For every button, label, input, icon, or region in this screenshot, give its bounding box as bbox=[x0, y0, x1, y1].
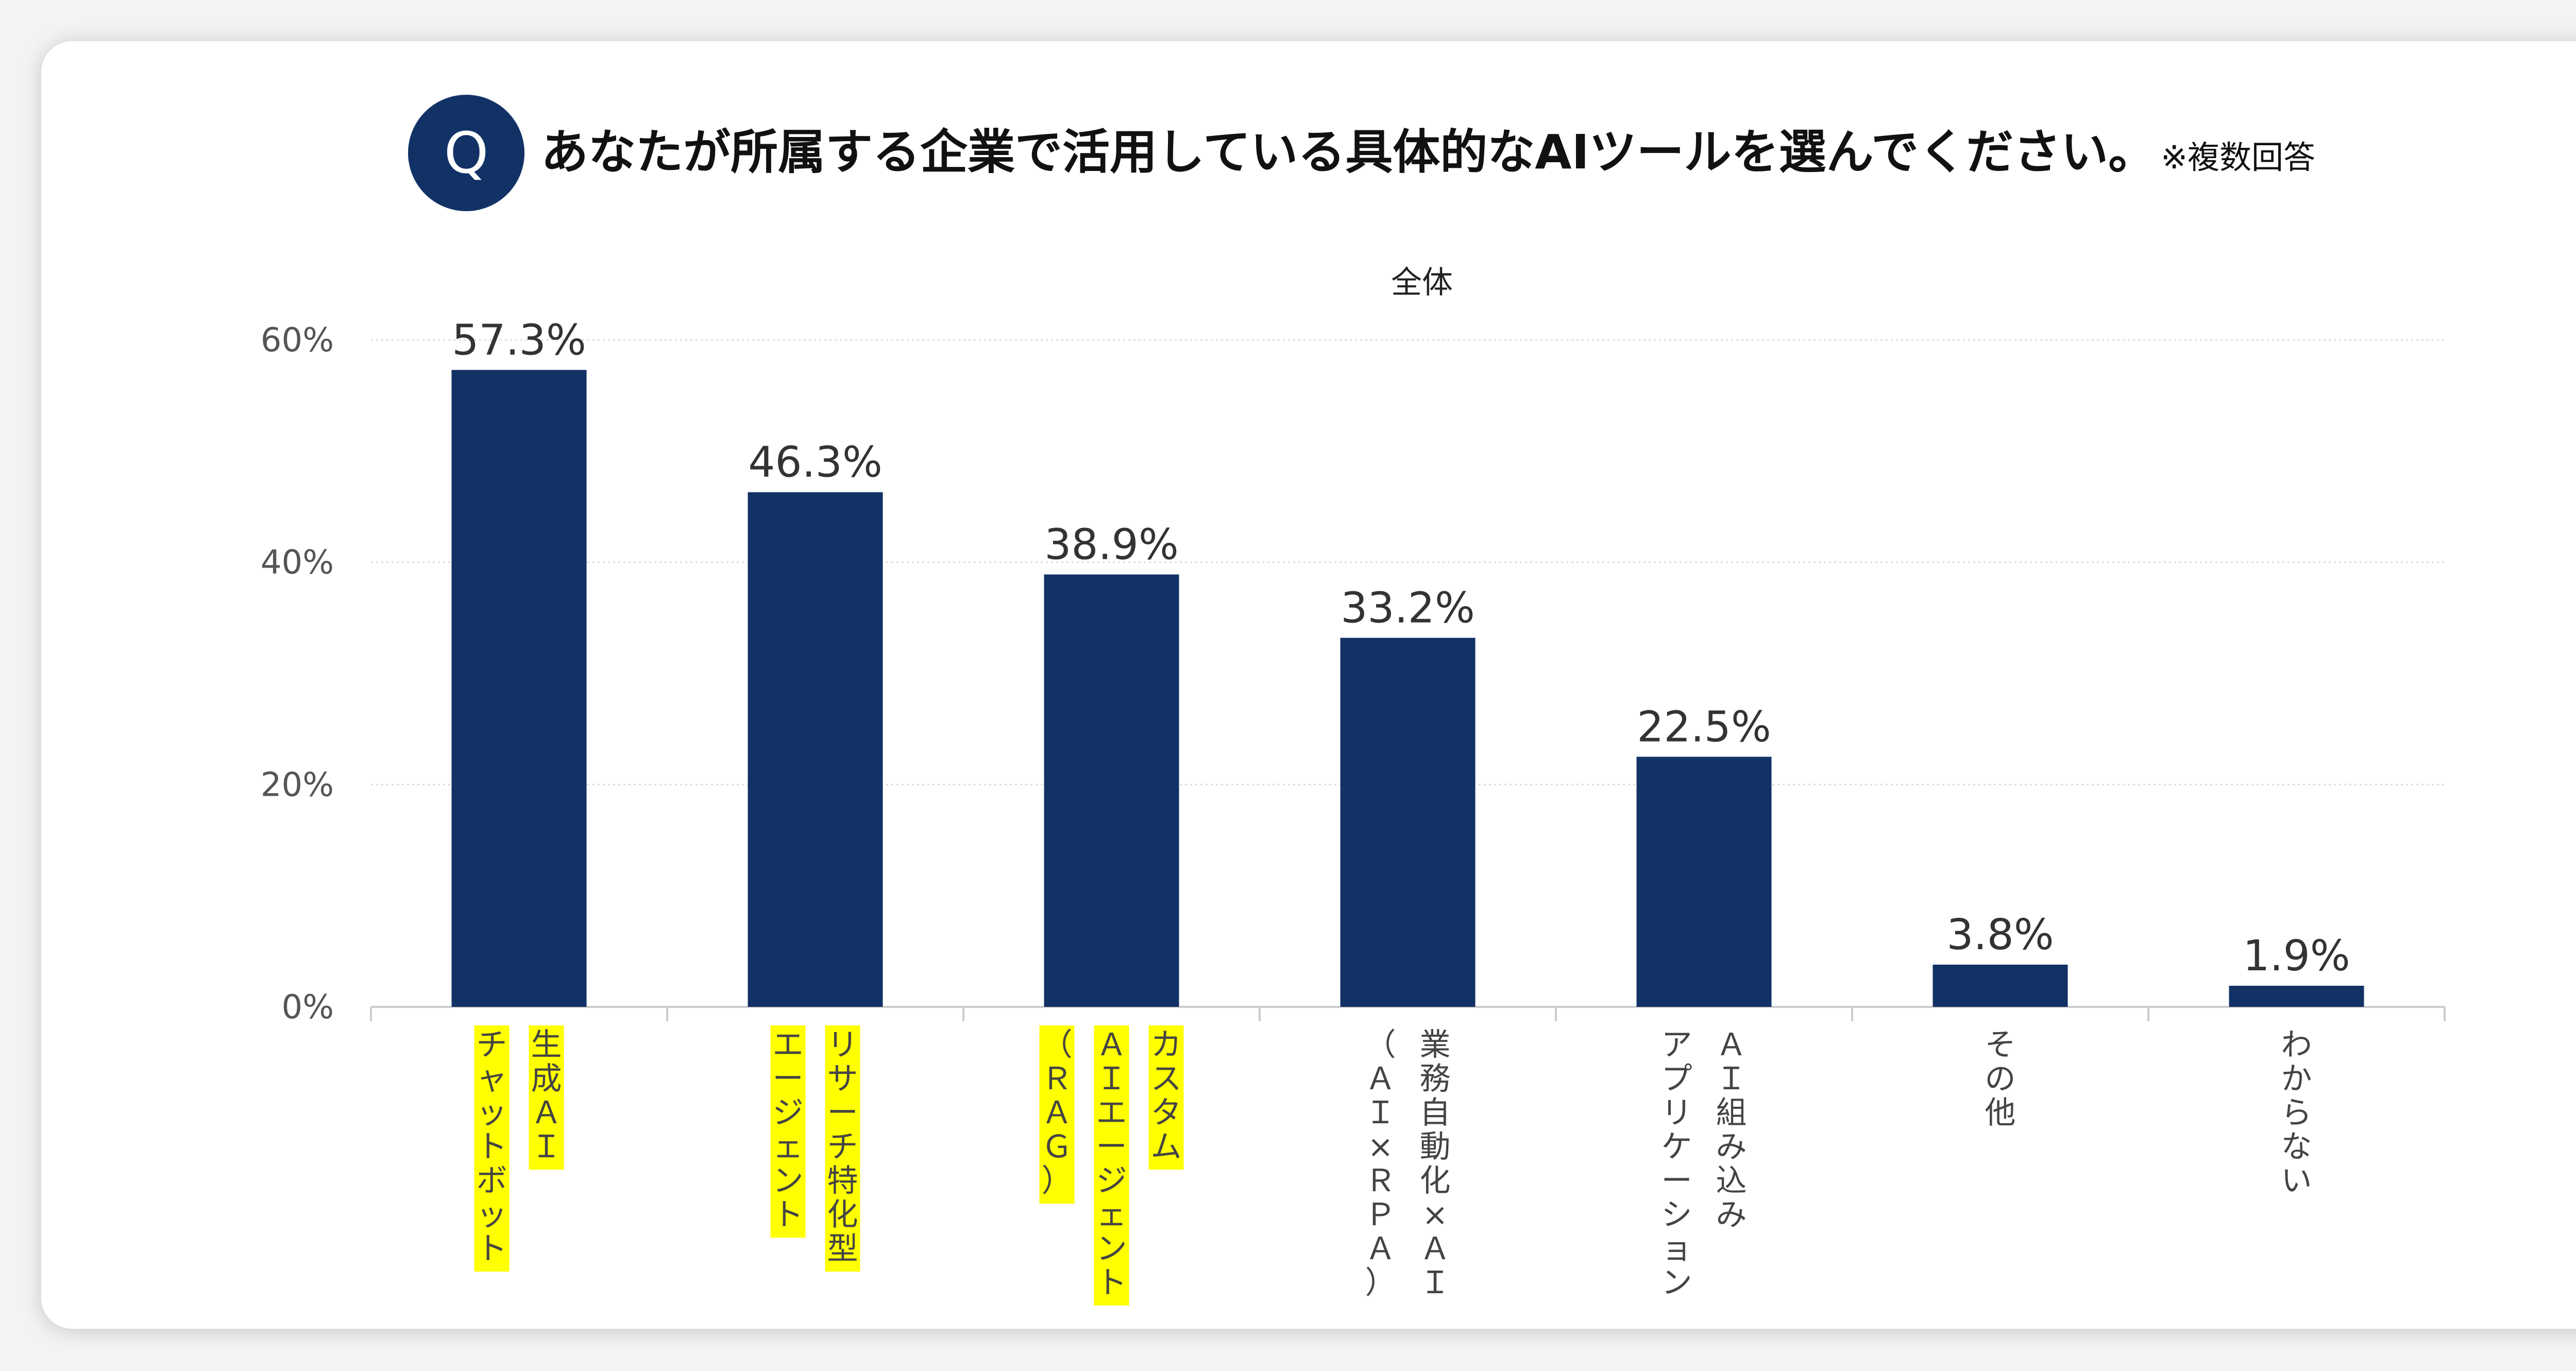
category-label: チャットボット bbox=[477, 1027, 507, 1267]
bar bbox=[2229, 985, 2364, 1007]
data-label: 38.9% bbox=[1044, 520, 1179, 569]
category-label: エージェント bbox=[773, 1027, 804, 1233]
data-label: 33.2% bbox=[1341, 584, 1475, 632]
question-text: あなたが所属する企業で活用している具体的なAIツールを選んでください。 bbox=[541, 125, 2156, 180]
bar bbox=[1340, 638, 1476, 1007]
category-label: （ＲＡＧ） bbox=[1042, 1027, 1073, 1199]
question-title: あなたが所属する企業で活用している具体的なAIツールを選んでください。 ※複数回答 bbox=[541, 116, 2315, 188]
data-label: 3.8% bbox=[1946, 911, 2054, 959]
question-note: ※複数回答 bbox=[2161, 139, 2316, 176]
category-label-highlight bbox=[529, 1025, 564, 1170]
category-label-highlight bbox=[825, 1025, 860, 1272]
category-label: （ＡＩ×ＲＰＡ） bbox=[1365, 1027, 1396, 1301]
category-label: ＡＩエージェント bbox=[1096, 1027, 1127, 1301]
category-label: ＡＩ組み込み bbox=[1716, 1027, 1747, 1233]
y-tick-label: 20% bbox=[261, 766, 334, 804]
bar bbox=[748, 492, 883, 1007]
data-label: 1.9% bbox=[2243, 932, 2350, 981]
bar bbox=[1636, 757, 1772, 1007]
category-label: カスタム bbox=[1151, 1027, 1182, 1165]
category-label: 生成ＡＩ bbox=[531, 1027, 562, 1165]
category-label: リサーチ特化型 bbox=[827, 1027, 858, 1267]
data-label: 46.3% bbox=[748, 438, 883, 487]
data-label: 57.3% bbox=[452, 316, 586, 365]
category-label: わからない bbox=[2281, 1027, 2312, 1199]
y-tick-label: 0% bbox=[281, 988, 334, 1026]
chart-title: 全体 bbox=[1391, 265, 1453, 301]
y-tick-label: 40% bbox=[261, 544, 334, 582]
category-label-highlight bbox=[1148, 1025, 1184, 1170]
data-label: 22.5% bbox=[1637, 702, 1771, 751]
bar bbox=[1044, 574, 1179, 1007]
category-label-highlight bbox=[770, 1025, 806, 1238]
question-badge: Q bbox=[408, 95, 524, 211]
y-tick-label: 60% bbox=[261, 321, 334, 359]
bar bbox=[1933, 964, 2068, 1007]
category-label: アプリケーション bbox=[1662, 1027, 1692, 1301]
category-label: その他 bbox=[1985, 1027, 2016, 1131]
category-label: 業務自動化×ＡＩ bbox=[1420, 1027, 1451, 1301]
category-label-highlight bbox=[1094, 1025, 1129, 1306]
category-label-highlight bbox=[1039, 1025, 1075, 1204]
bar bbox=[451, 370, 587, 1007]
category-label-highlight bbox=[474, 1025, 510, 1272]
